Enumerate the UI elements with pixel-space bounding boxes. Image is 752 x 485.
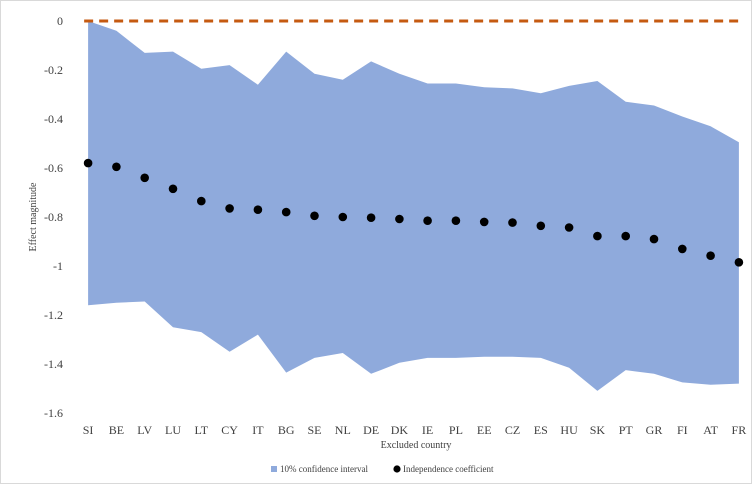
point-pt bbox=[621, 231, 630, 241]
point-fi bbox=[678, 244, 687, 254]
point-cz bbox=[508, 218, 517, 227]
point-pl bbox=[451, 216, 461, 225]
point-lt bbox=[197, 196, 206, 206]
x-tick-label-dk: DK bbox=[391, 423, 409, 437]
y-tick-label: -0.6 bbox=[44, 161, 63, 175]
y-axis-title: Effect magnitude bbox=[28, 182, 39, 252]
point-ee bbox=[479, 217, 489, 227]
point-cy bbox=[225, 204, 234, 213]
x-tick-label-cy: CY bbox=[221, 423, 238, 437]
legend: 10% confidence interval Independence coe… bbox=[271, 464, 494, 474]
x-tick-label-se: SE bbox=[307, 423, 321, 437]
point-es bbox=[536, 221, 546, 231]
y-tick-label: 0 bbox=[57, 14, 63, 28]
coefficient-points-layer bbox=[83, 158, 744, 267]
legend-label-confidence-interval: 10% confidence interval bbox=[280, 464, 368, 474]
x-tick-label-gr: GR bbox=[646, 423, 663, 437]
x-tick-label-ie: IE bbox=[422, 423, 433, 437]
point-dk bbox=[395, 214, 404, 224]
point-lu bbox=[168, 184, 178, 194]
point-bg bbox=[281, 207, 291, 217]
legend-label-independence-coefficient: Independence coefficient bbox=[403, 464, 494, 474]
point-sk bbox=[593, 231, 602, 241]
point-be bbox=[112, 162, 121, 172]
x-tick-label-lu: LU bbox=[165, 423, 181, 437]
legend-marker-independence-coefficient bbox=[393, 465, 401, 473]
y-tick-label: -0.2 bbox=[44, 63, 63, 77]
x-tick-label-it: IT bbox=[252, 423, 264, 437]
point-si bbox=[83, 158, 93, 168]
point-de bbox=[366, 213, 376, 222]
point-lv bbox=[140, 173, 149, 183]
x-tick-label-cz: CZ bbox=[505, 423, 520, 437]
x-tick-label-es: ES bbox=[534, 423, 548, 437]
point-se bbox=[310, 211, 319, 221]
point-fr bbox=[734, 258, 744, 267]
y-tick-label: -0.8 bbox=[44, 210, 63, 224]
x-tick-label-fr: FR bbox=[732, 423, 747, 437]
x-tick-label-lv: LV bbox=[137, 423, 152, 437]
x-tick-label-hu: HU bbox=[560, 423, 578, 437]
point-nl bbox=[338, 212, 348, 222]
point-ie bbox=[423, 216, 432, 225]
y-tick-label: -0.4 bbox=[44, 112, 63, 126]
point-gr bbox=[649, 234, 659, 244]
x-tick-label-pt: PT bbox=[619, 423, 634, 437]
x-tick-label-pl: PL bbox=[449, 423, 463, 437]
legend-swatch-confidence-interval bbox=[271, 466, 277, 472]
y-axis-ticks: 0 -0.2 -0.4 -0.6 -0.8 -1 -1.2 -1.4 -1.6 bbox=[44, 14, 63, 420]
y-tick-label: -1.6 bbox=[44, 406, 63, 420]
y-tick-label: -1.2 bbox=[44, 308, 63, 322]
x-tick-label-sk: SK bbox=[590, 423, 606, 437]
point-hu bbox=[564, 223, 574, 232]
x-tick-label-at: AT bbox=[703, 423, 718, 437]
point-at bbox=[706, 251, 715, 260]
x-tick-label-be: BE bbox=[109, 423, 124, 437]
x-tick-label-nl: NL bbox=[335, 423, 351, 437]
x-tick-label-fi: FI bbox=[677, 423, 688, 437]
x-axis-title: Excluded country bbox=[381, 440, 452, 451]
x-tick-label-de: DE bbox=[363, 423, 379, 437]
x-tick-label-lt: LT bbox=[195, 423, 209, 437]
y-tick-label: -1 bbox=[53, 259, 63, 273]
x-tick-label-bg: BG bbox=[278, 423, 295, 437]
confidence-interval-band bbox=[88, 21, 739, 391]
confidence-band-layer bbox=[88, 21, 739, 391]
x-tick-label-ee: EE bbox=[477, 423, 492, 437]
y-tick-label: -1.4 bbox=[44, 357, 63, 371]
point-it bbox=[253, 205, 263, 214]
x-tick-label-si: SI bbox=[83, 423, 94, 437]
x-axis-ticks: SI BE LV LU LT CY IT BG SE NL DE DK IE PL EE CZ ES HU SK PT… bbox=[83, 423, 746, 437]
